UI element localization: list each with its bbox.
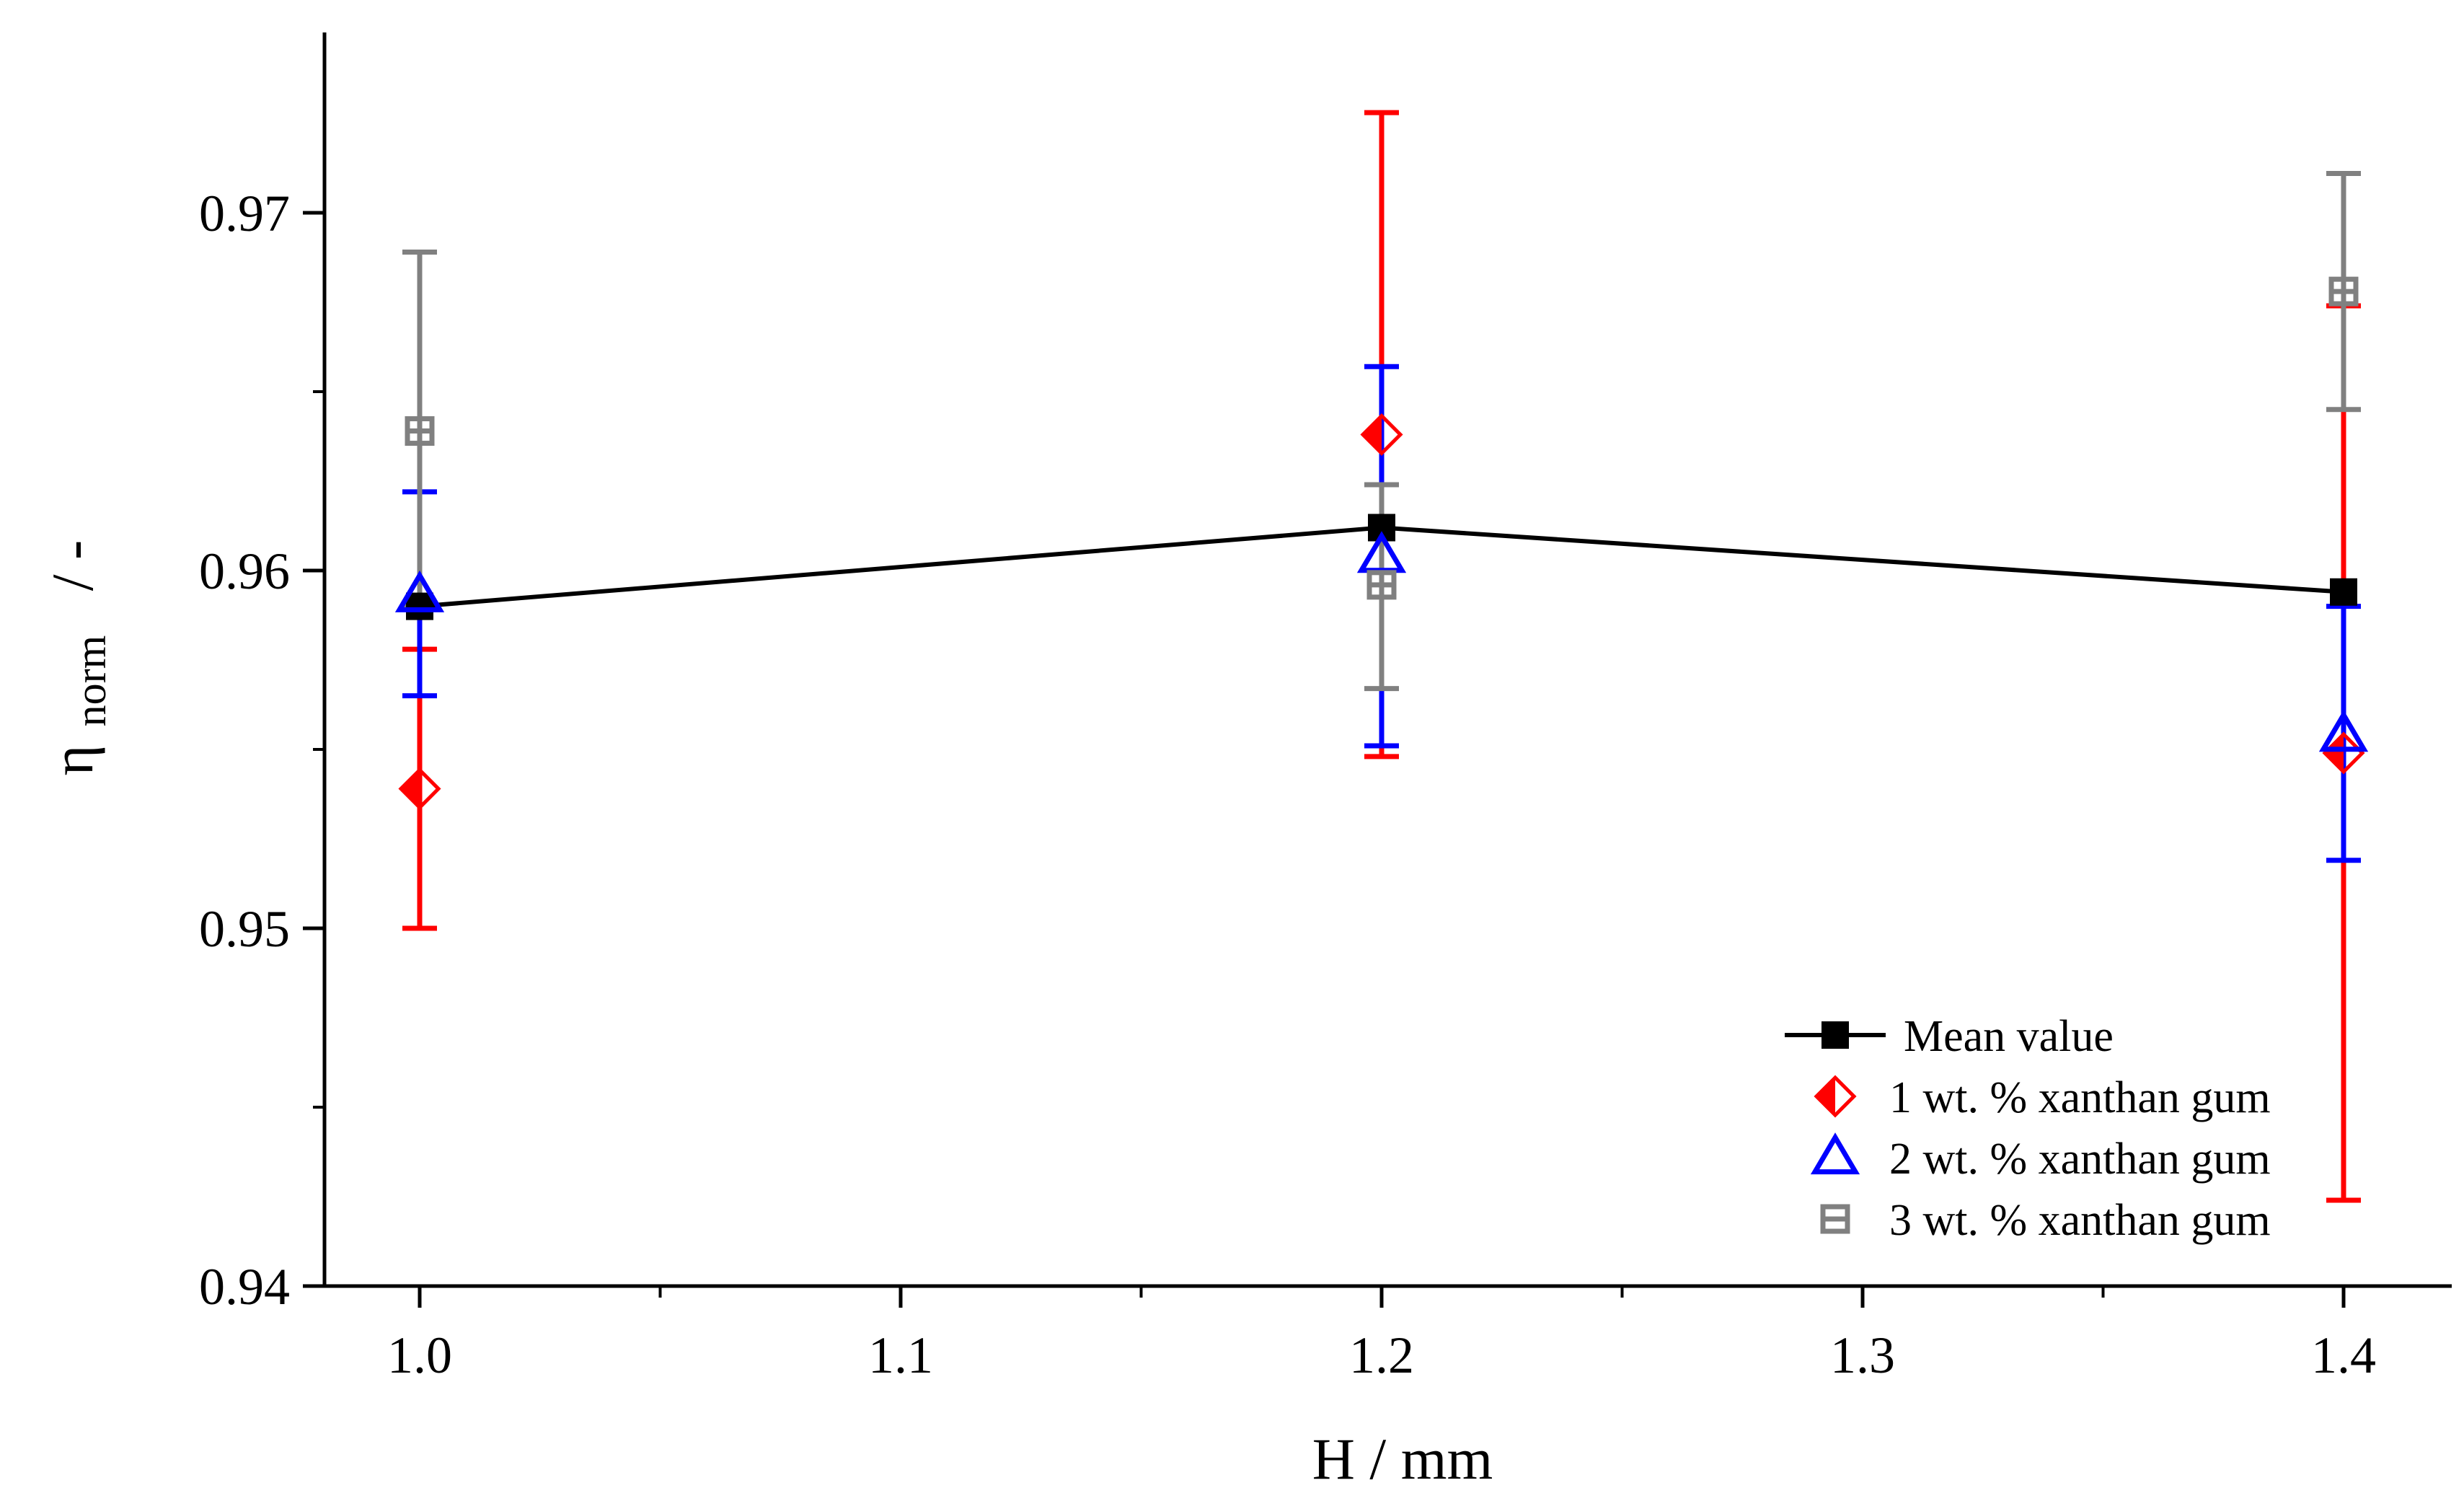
- axis-titles: H / mm η norm / -: [40, 540, 1493, 1492]
- marker-outline: [398, 767, 441, 811]
- data-point: [1366, 570, 1397, 600]
- marker-left-half: [401, 770, 420, 808]
- y-axis-title-symbol: η: [40, 745, 105, 776]
- data-point: [2330, 578, 2357, 606]
- y-tick-label: 0.97: [199, 185, 290, 242]
- marker-triangle: [394, 570, 445, 612]
- data-point: [2318, 710, 2369, 752]
- marker-triangle: [2318, 710, 2369, 752]
- data-point: [406, 592, 433, 620]
- marker-left-half: [1363, 415, 1382, 454]
- x-axis-title: H / mm: [1312, 1426, 1493, 1492]
- x-tick-label: 1.0: [387, 1326, 452, 1384]
- y-tick-label: 0.95: [199, 900, 290, 958]
- legend-marker: [1820, 1204, 1850, 1234]
- y-tick-label: 0.94: [199, 1258, 290, 1316]
- data-point: [2328, 276, 2359, 307]
- marker-left-half: [1816, 1078, 1835, 1115]
- legend-entry: 1 wt. % xanthan gum: [1814, 1073, 2271, 1122]
- x-tick-label: 1.1: [868, 1326, 933, 1384]
- legend-marker: [1821, 1021, 1849, 1049]
- y-axis-title: η norm / -: [40, 540, 115, 776]
- data-point: [1360, 413, 1403, 457]
- marker-outline: [1814, 1075, 1857, 1118]
- data-point: [394, 570, 445, 612]
- x-tick-label: 1.2: [1349, 1326, 1414, 1384]
- x-tick-label: 1.3: [1830, 1326, 1895, 1384]
- legend-label: Mean value: [1904, 1012, 2114, 1061]
- plot-area: [394, 110, 2369, 1203]
- y-axis-title-subscript: norm: [67, 635, 115, 727]
- x-tick-label: 1.4: [2311, 1326, 2376, 1384]
- marker-body: [406, 592, 433, 620]
- y-tick-label: 0.96: [199, 542, 290, 600]
- marker-body: [1821, 1021, 1849, 1049]
- marker-outline: [1360, 413, 1403, 457]
- marker-triangle: [1810, 1132, 1860, 1175]
- legend: Mean value 1 wt. % xanthan gum 2 wt. % xan…: [1785, 1012, 2271, 1245]
- axes: 1.0 1.1 1.2 1.3 1.4 0.94 0.95 0.96 0.97: [199, 32, 2452, 1384]
- legend-marker: [1814, 1075, 1857, 1118]
- data-point: [398, 767, 441, 811]
- legend-label: 3 wt. % xanthan gum: [1889, 1196, 2271, 1245]
- data-point: [405, 416, 435, 446]
- legend-marker: [1810, 1132, 1860, 1175]
- legend-label: 1 wt. % xanthan gum: [1889, 1073, 2271, 1122]
- y-axis-title-unit: / -: [40, 540, 105, 591]
- legend-label: 2 wt. % xanthan gum: [1889, 1135, 2271, 1184]
- legend-entry: 3 wt. % xanthan gum: [1820, 1196, 2271, 1245]
- legend-entry: Mean value: [1785, 1012, 2114, 1061]
- marker-left-half: [2325, 734, 2344, 772]
- legend-entry: 2 wt. % xanthan gum: [1810, 1132, 2271, 1184]
- marker-body: [2330, 578, 2357, 606]
